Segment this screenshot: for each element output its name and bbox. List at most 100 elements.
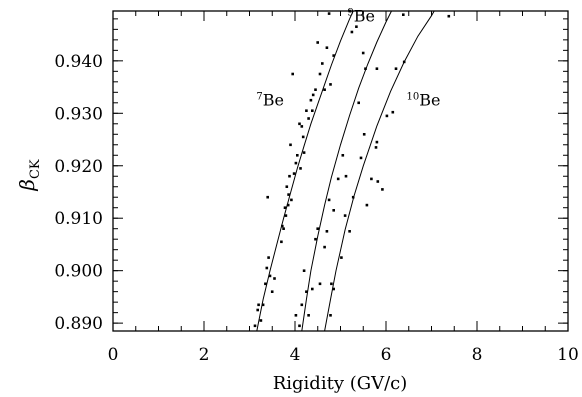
axis-ticks — [112, 11, 569, 331]
data-point — [266, 195, 269, 199]
data-point — [316, 227, 319, 230]
data-point — [290, 198, 293, 202]
data-point — [296, 154, 299, 157]
data-point — [314, 237, 317, 241]
series-label-mass-number: 9 — [347, 7, 353, 18]
series-label-element: Be — [354, 6, 375, 25]
data-point — [314, 88, 317, 91]
data-point — [447, 14, 451, 18]
data-point — [299, 167, 302, 170]
data-point — [391, 110, 395, 114]
data-point — [385, 114, 389, 118]
data-point — [336, 177, 340, 181]
data-point — [301, 135, 305, 139]
data-point — [273, 277, 276, 280]
plot-frame — [112, 10, 569, 332]
x-tick-label: 10 — [557, 345, 579, 365]
series-label-element: Be — [419, 90, 440, 109]
data-point — [307, 117, 310, 120]
data-point — [374, 146, 378, 149]
data-point — [305, 290, 308, 293]
data-point — [325, 46, 329, 49]
data-point — [281, 224, 284, 228]
series-label-10be: 10Be — [406, 90, 440, 109]
data-point — [307, 314, 310, 317]
data-point — [361, 51, 365, 55]
data-point — [341, 154, 345, 157]
y-axis-title: βCK — [15, 159, 43, 192]
fit-curve-7be — [256, 10, 354, 332]
data-point — [292, 172, 296, 175]
x-axis-title: Rigidity (GV/c) — [273, 373, 408, 394]
y-axis-title-sub: CK — [28, 159, 43, 179]
y-tick-label: 0.940 — [54, 52, 103, 72]
data-point — [294, 314, 298, 317]
data-point — [282, 227, 285, 230]
data-point — [323, 88, 326, 91]
data-point — [259, 319, 263, 322]
data-point — [289, 143, 292, 147]
data-point — [265, 266, 269, 270]
data-point — [311, 93, 315, 97]
x-tick-label: 0 — [108, 345, 119, 365]
data-point — [351, 195, 355, 199]
data-point — [321, 62, 324, 65]
data-point — [261, 303, 265, 307]
data-point — [287, 193, 290, 196]
data-point — [256, 308, 259, 312]
data-point — [394, 67, 398, 70]
data-point — [264, 282, 267, 286]
y-tick-label: 0.930 — [54, 104, 103, 124]
data-point — [305, 109, 308, 112]
data-point — [285, 185, 289, 188]
data-point — [327, 198, 331, 202]
y-tick-label: 0.900 — [54, 262, 103, 282]
data-point — [300, 303, 304, 307]
data-point — [298, 324, 301, 328]
data-point — [370, 177, 373, 181]
series-label-7be: 7Be — [256, 90, 284, 109]
data-point — [325, 230, 329, 233]
data-point — [302, 269, 306, 272]
data-point — [284, 214, 288, 217]
data-point — [362, 133, 366, 136]
x-tick-label: 8 — [472, 345, 483, 365]
data-point — [323, 245, 326, 249]
fit-curves — [256, 10, 435, 332]
data-point — [327, 12, 331, 15]
data-point — [332, 287, 335, 291]
data-point — [311, 109, 314, 112]
data-point — [329, 83, 332, 86]
data-point — [318, 72, 322, 76]
data-point — [343, 214, 347, 217]
data-point — [402, 60, 406, 64]
data-point — [348, 230, 351, 233]
data-point — [318, 282, 322, 286]
data-point — [300, 125, 304, 128]
data-point — [340, 256, 343, 259]
data-point — [280, 240, 283, 244]
y-tick-label: 0.920 — [54, 157, 103, 177]
data-point — [359, 156, 363, 160]
data-point — [344, 174, 348, 178]
series-label-mass-number: 7 — [256, 91, 262, 102]
data-points — [253, 9, 451, 328]
data-point — [332, 209, 335, 212]
fit-curve-9be — [301, 10, 392, 332]
data-point — [253, 324, 257, 328]
data-point — [286, 203, 290, 207]
data-point — [283, 206, 287, 209]
series-label-9be: 9Be — [347, 6, 375, 25]
data-point — [402, 13, 405, 16]
data-point — [309, 98, 313, 102]
data-point — [364, 67, 367, 70]
data-point — [311, 287, 314, 291]
data-point — [357, 101, 360, 105]
series-label-mass-number: 10 — [406, 91, 419, 102]
data-point — [267, 256, 270, 259]
data-point — [288, 174, 291, 178]
data-point — [294, 161, 298, 165]
data-point — [350, 30, 354, 34]
